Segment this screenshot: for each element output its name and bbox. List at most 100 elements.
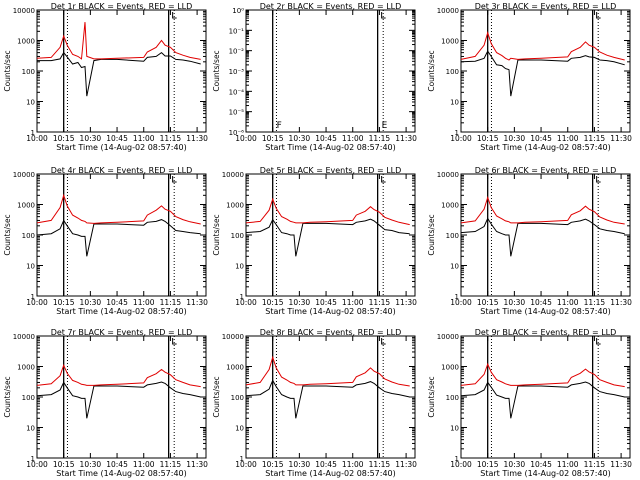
x-tick-label: 11:15: [584, 134, 606, 143]
x-tick-label: 11:15: [160, 298, 182, 307]
y-tick-label: 10000: [222, 333, 244, 341]
y-tick-label: 10: [450, 263, 459, 271]
x-axis-label: Start Time (14-Aug-02 08:57:40): [480, 143, 611, 152]
x-tick-label: 11:30: [610, 134, 632, 143]
x-tick-label: 10:00: [235, 298, 257, 307]
series-events-line: [460, 381, 625, 419]
y-tick-label: 1: [455, 293, 459, 301]
series-lld-line: [460, 195, 625, 225]
x-tick-label: 11:15: [160, 460, 182, 469]
y-tick-label: 100: [446, 394, 459, 402]
x-tick-label: 10:15: [477, 460, 499, 469]
x-tick-label: 10:15: [53, 460, 75, 469]
x-tick-label: 10:00: [450, 298, 472, 307]
y-tick-label: 10⁻³: [229, 68, 245, 76]
plot-frame: [460, 173, 631, 297]
x-tick-label: 11:15: [369, 460, 391, 469]
x-tick-label: 10:30: [80, 460, 102, 469]
series-lld-line: [36, 22, 201, 60]
x-tick-label: 10:30: [289, 134, 311, 143]
y-tick-label: 10: [235, 425, 244, 433]
series-lld-line: [36, 363, 201, 388]
y-tick-label: 10⁻⁴: [229, 88, 245, 96]
plot-frame: [245, 173, 416, 297]
y-tick-label: 1: [455, 455, 459, 463]
y-tick-label: 10000: [437, 333, 459, 341]
y-tick-label: 10: [450, 99, 459, 107]
x-tick-label: 11:00: [133, 460, 155, 469]
x-tick-label: 11:30: [186, 298, 208, 307]
plot-frame: [245, 335, 416, 459]
panel-title: Det 6r BLACK = Events, RED = LLD: [475, 166, 617, 175]
x-tick-label: 10:30: [289, 460, 311, 469]
y-tick-label: 1000: [226, 202, 244, 210]
panel-det-4: Det 4r BLACK = Events, RED = LLD 10:00 10:…: [3, 166, 208, 316]
y-tick-label: 100: [446, 68, 459, 76]
x-tick-label: 10:30: [504, 134, 526, 143]
x-tick-label: 11:15: [369, 134, 391, 143]
x-tick-label: 11:00: [557, 134, 579, 143]
x-tick-label: 10:00: [450, 134, 472, 143]
y-axis-label: Counts/sec: [212, 214, 221, 255]
y-tick-label: 1: [240, 455, 244, 463]
y-tick-label: 10000: [13, 171, 35, 179]
y-tick-label: 10: [26, 263, 35, 271]
x-tick-label: 10:45: [106, 134, 128, 143]
panel-title: Det 1r BLACK = Events, RED = LLD: [51, 2, 193, 11]
x-tick-label: 11:15: [584, 298, 606, 307]
y-axis-label: Counts/sec: [212, 376, 221, 417]
plot-frame: [36, 335, 207, 459]
y-tick-label: 10⁻¹: [229, 27, 245, 35]
panel-det-5: Det 5r BLACK = Events, RED = LLD 10:00 10:…: [212, 166, 417, 316]
x-tick-label: 10:15: [262, 134, 284, 143]
y-tick-label: 10⁻²: [229, 48, 245, 56]
x-tick-label: 10:00: [450, 460, 472, 469]
y-tick-label: 10: [26, 425, 35, 433]
x-axis-label: Start Time (14-Aug-02 08:57:40): [265, 307, 396, 316]
segment-bracket-mark: [172, 176, 177, 183]
panel-title: Det 3r BLACK = Events, RED = LLD: [475, 2, 617, 11]
x-tick-label: 11:30: [610, 460, 632, 469]
panel-title: Det 2r BLACK = Events, RED = LLD: [260, 2, 402, 11]
y-axis-label: Counts/sec: [427, 214, 436, 255]
segment-bracket-mark: [596, 12, 601, 19]
x-tick-label: 10:30: [289, 298, 311, 307]
segment-bracket-mark: [172, 338, 177, 345]
y-tick-label: 10000: [437, 7, 459, 15]
plot-frame: [460, 9, 631, 133]
x-tick-label: 11:00: [133, 134, 155, 143]
y-tick-label: 100: [22, 68, 35, 76]
segment-bracket-mark: [596, 338, 601, 345]
x-tick-label: 11:30: [186, 134, 208, 143]
y-tick-label: 100: [22, 394, 35, 402]
y-tick-label: 100: [446, 232, 459, 240]
panel-title: Det 5r BLACK = Events, RED = LLD: [260, 166, 402, 175]
y-tick-label: 1000: [17, 202, 35, 210]
x-tick-label: 11:00: [557, 460, 579, 469]
y-tick-label: 100: [231, 232, 244, 240]
series-lld-line: [245, 197, 410, 226]
y-tick-label: 1: [31, 293, 35, 301]
panel-det-9: Det 9r BLACK = Events, RED = LLD 10:00 10:…: [427, 328, 632, 478]
x-tick-label: 10:45: [315, 134, 337, 143]
y-tick-label: 1: [31, 129, 35, 137]
y-tick-label: 10000: [13, 333, 35, 341]
x-tick-label: 10:00: [235, 460, 257, 469]
x-tick-label: 11:00: [342, 134, 364, 143]
segment-bracket-mark: [172, 12, 177, 19]
x-tick-label: 10:30: [80, 298, 102, 307]
x-tick-label: 10:15: [477, 134, 499, 143]
y-tick-label: 1000: [441, 202, 459, 210]
x-tick-label: 10:00: [235, 134, 257, 143]
y-axis-label: Counts/sec: [3, 214, 12, 255]
x-tick-label: 10:45: [315, 298, 337, 307]
panel-det-2: Det 2r BLACK = Events, RED = LLD 10:00 10:…: [212, 2, 417, 152]
y-tick-label: 10: [26, 99, 35, 107]
y-tick-label: 1: [455, 129, 459, 137]
y-tick-label: 1: [31, 455, 35, 463]
x-tick-label: 10:45: [530, 134, 552, 143]
panel-det-3: Det 3r BLACK = Events, RED = LLD 10:00 10:…: [427, 2, 632, 152]
y-tick-label: 1000: [226, 364, 244, 372]
segment-bracket-mark: [596, 176, 601, 183]
